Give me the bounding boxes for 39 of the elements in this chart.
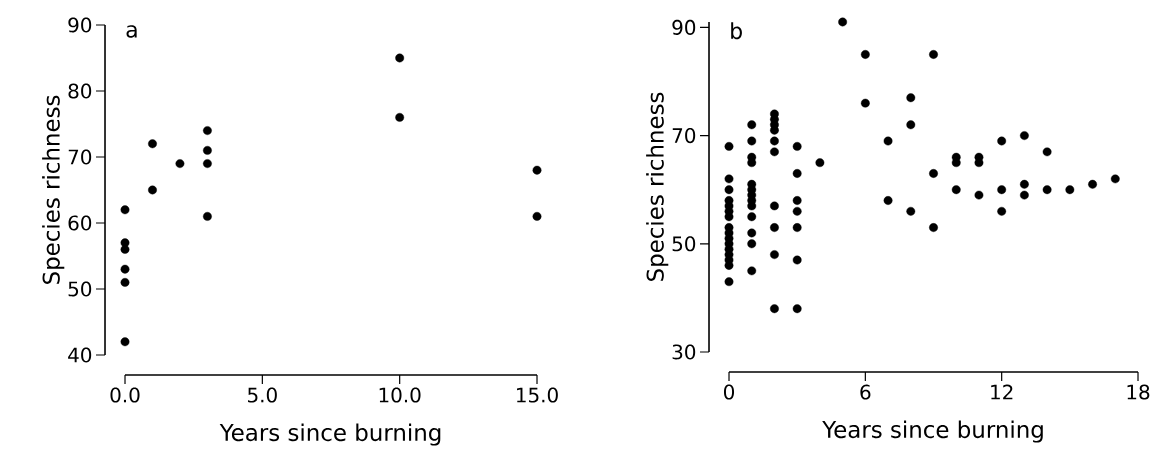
y-tick-label: 50 <box>672 236 696 252</box>
annotation: b <box>731 22 742 40</box>
point <box>532 165 542 175</box>
x-tick-label: 6 <box>860 384 871 400</box>
point <box>532 211 542 221</box>
y-tick-label: 80 <box>68 83 92 99</box>
point <box>395 53 405 63</box>
point <box>203 145 212 155</box>
y-tick-label: 90 <box>68 17 92 33</box>
x-axis-title: Years since burning <box>822 420 1043 443</box>
y-tick-label: 90 <box>672 19 696 35</box>
point <box>120 205 130 215</box>
y-tick-label: 60 <box>68 215 92 231</box>
x-tick-label: 0.0 <box>110 387 140 403</box>
y-tick-label: 30 <box>672 344 696 360</box>
x-tick-label: 0 <box>723 384 735 400</box>
y-tick-label: 70 <box>672 128 696 144</box>
x-tick-label: 5.0 <box>248 387 277 403</box>
annotation: a <box>126 25 137 38</box>
point <box>120 264 130 274</box>
x-tick-label: 10.0 <box>379 387 421 403</box>
y-tick-label: 70 <box>68 149 92 165</box>
point <box>148 185 157 195</box>
point <box>120 277 130 287</box>
point <box>148 139 157 149</box>
y-tick-label: 40 <box>68 347 92 363</box>
y-axis-title: Species richness <box>42 95 65 284</box>
point <box>395 112 405 122</box>
point <box>203 126 212 135</box>
x-tick-label: 12 <box>991 384 1013 400</box>
x-tick-label: 15.0 <box>517 387 558 403</box>
point <box>203 159 212 168</box>
y-axis-title: Species richness <box>646 92 669 281</box>
point <box>175 159 185 168</box>
x-tick-label: 18 <box>1127 384 1150 400</box>
point <box>203 211 212 221</box>
x-axis-title: Years since burning <box>219 423 441 446</box>
point <box>120 337 130 347</box>
y-tick-label: 50 <box>68 281 92 297</box>
